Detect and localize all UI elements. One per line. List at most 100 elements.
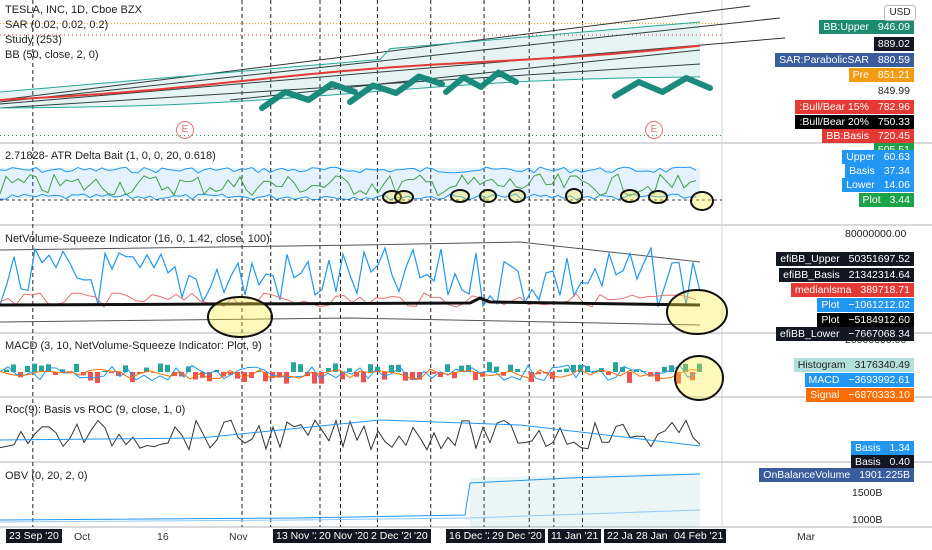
nvsq-tag-value: −7667068.34 — [845, 328, 910, 340]
macd-histogram-bar — [487, 362, 492, 372]
netvolume-pane-label[interactable]: NetVolume-Squeeze Indicator (16, 0, 1.42… — [5, 233, 270, 245]
macd-histogram-bar — [445, 364, 450, 372]
time-axis-label: 28 Jan '2 — [633, 529, 682, 543]
price-tag: BB:Upper 946.09 — [819, 20, 914, 34]
roc-tag: Basis 0.40 — [850, 455, 914, 469]
price-tag-value: 889.02 — [877, 38, 910, 50]
atr-tag-label: Plot — [862, 194, 881, 206]
study-indicator-label[interactable]: Study (253) — [5, 34, 62, 46]
wave-annotation — [259, 81, 358, 111]
macd-tag-value: −3693992.61 — [845, 374, 910, 386]
atr-band-fill — [0, 168, 700, 198]
trendline — [0, 17, 781, 103]
highlight-circle — [674, 355, 724, 401]
atr-tag: Plot 3.44 — [858, 193, 914, 207]
bb-indicator-label[interactable]: BB (50, close, 2, 0) — [5, 49, 99, 61]
macd-histogram-bar — [242, 372, 247, 383]
macd-histogram-bar — [431, 372, 436, 374]
earnings-marker[interactable]: E — [176, 121, 194, 139]
macd-histogram-bar — [683, 363, 688, 372]
netvolume-black-plot — [0, 296, 701, 307]
macd-pane-label[interactable]: MACD (3, 10, NetVolume-Squeeze Indicator… — [5, 340, 262, 352]
macd-histogram-bar — [340, 372, 345, 380]
obv-scale-1000: 1000B — [852, 514, 883, 526]
macd-histogram-bar — [515, 368, 520, 372]
macd-histogram-bar — [123, 365, 128, 372]
atr-pane-label[interactable]: 2.71828- ATR Delta Bait (1, 0, 0, 20, 0.… — [5, 150, 216, 162]
symbol-title[interactable]: TESLA, INC, 1D, Cboe BZX — [5, 4, 142, 16]
atr-plot-line — [0, 173, 697, 197]
highlight-circle — [394, 190, 414, 204]
price-tag-value: 720.45 — [874, 130, 910, 142]
currency-button[interactable]: USD — [884, 5, 916, 21]
highlight-circle — [508, 189, 526, 203]
price-tag: 849.99 — [873, 84, 914, 98]
bollinger-lower-line — [0, 76, 701, 109]
macd-histogram-bar — [186, 366, 191, 372]
macd-histogram-bar — [473, 372, 478, 381]
macd-histogram-bar — [298, 364, 303, 372]
time-axis-label: '20 — [411, 529, 431, 543]
roc-tag-value: 0.40 — [886, 456, 910, 468]
macd-histogram-bar — [60, 369, 65, 372]
macd-tag: Signal −6870333.10 — [806, 388, 914, 402]
macd-histogram-bar — [389, 365, 394, 372]
macd-histogram-bar — [235, 372, 240, 379]
atr-tag: Basis 37.34 — [845, 164, 914, 178]
obv-scale-1500: 1500B — [852, 487, 883, 499]
macd-histogram-bar — [158, 363, 163, 372]
nvsq-tag-label: efiBB_Upper — [780, 253, 840, 265]
macd-histogram-bar — [39, 365, 44, 372]
macd-histogram-bar — [347, 368, 352, 372]
nvsq-tag: Plot −5184912.60 — [817, 313, 914, 327]
macd-histogram-bar — [578, 364, 583, 372]
atr-tag-value: 14.06 — [880, 179, 910, 191]
macd-histogram-bar — [557, 369, 562, 372]
macd-histogram-bar — [165, 364, 170, 372]
atr-tag-value: 37.34 — [880, 165, 910, 177]
macd-histogram-bar — [88, 372, 93, 381]
price-tag: BB:Basis 720.45 — [822, 129, 914, 143]
time-axis-label: 2 Dec '20 — [368, 529, 419, 543]
macd-histogram-bar — [53, 372, 58, 376]
macd-histogram-bar — [599, 368, 604, 372]
price-tag-value: 782.96 — [874, 101, 910, 113]
sar-indicator-label[interactable]: SAR (0.02, 0.02, 0.2) — [5, 19, 109, 31]
obv-pane-label[interactable]: OBV (0, 20, 2, 0) — [5, 470, 88, 482]
nvsq-tag-value: 389718.71 — [857, 284, 910, 296]
roc-pane-label[interactable]: Roc(9): Basis vs ROC (9, close, 1, 0) — [5, 404, 186, 416]
price-tag: :Bull/Bear 20% 750.33 — [795, 115, 914, 129]
macd-histogram-bar — [354, 372, 359, 377]
macd-histogram-bar — [25, 365, 30, 372]
macd-histogram-bar — [697, 363, 702, 372]
atr-tag-label: Upper — [846, 151, 875, 163]
price-tag: SAR:ParabolicSAR 880.59 — [775, 53, 914, 67]
obv-line — [0, 473, 701, 521]
macd-histogram-bar — [263, 372, 268, 382]
roc-tag-label: Basis — [854, 442, 881, 454]
macd-histogram-bar — [277, 372, 282, 378]
macd-histogram-bar — [221, 372, 226, 377]
macd-histogram-bar — [494, 366, 499, 372]
time-axis-label: Nov — [229, 531, 248, 543]
trendline — [0, 5, 751, 101]
time-axis-label: 16 — [157, 531, 169, 543]
nvsq-tag-label: efiBB_Basis — [783, 269, 840, 281]
price-tag-value: 880.59 — [874, 54, 910, 66]
roc-tag: Basis 1.34 — [850, 441, 914, 455]
atr-tag-label: Lower — [846, 179, 875, 191]
macd-histogram-bar — [676, 372, 681, 384]
highlight-circle — [450, 189, 470, 203]
roc-tag-value: 1.34 — [886, 442, 910, 454]
price-tag: :Bull/Bear 15% 782.96 — [795, 100, 914, 114]
macd-histogram-bar — [137, 372, 142, 374]
highlight-circle — [479, 189, 497, 203]
earnings-marker[interactable]: E — [645, 121, 663, 139]
bollinger-upper-line — [0, 21, 701, 93]
macd-histogram-bar — [438, 372, 443, 377]
macd-histogram-bar — [536, 372, 541, 375]
time-axis-label: 04 Feb '21 — [671, 529, 727, 543]
macd-tag: MACD −3693992.61 — [804, 373, 914, 387]
macd-tag: Histogram 3176340.49 — [793, 358, 914, 372]
price-tag: 889.02 — [873, 37, 914, 51]
